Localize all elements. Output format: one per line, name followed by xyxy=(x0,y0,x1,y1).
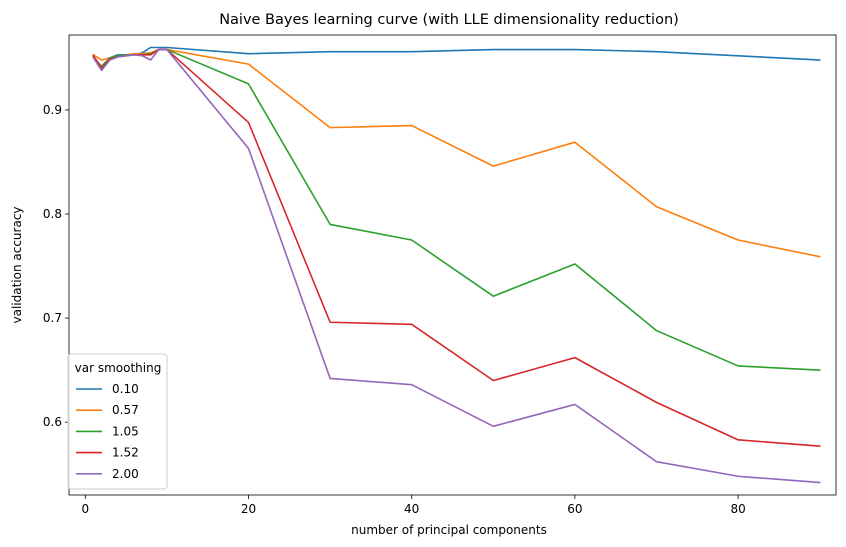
series-lines xyxy=(92,46,821,484)
legend-entry-label: 0.10 xyxy=(112,382,139,396)
legend-box xyxy=(67,353,168,490)
chart-title: Naive Bayes learning curve (with LLE dim… xyxy=(219,12,679,28)
legend-entry-label: 1.52 xyxy=(112,446,139,460)
y-tick-label: 0.9 xyxy=(43,103,62,117)
x-tick-label: 0 xyxy=(81,502,89,516)
y-axis-label: validation accuracy xyxy=(10,206,24,323)
legend: var smoothing 0.10 0.57 1.05 1.52 2.00 xyxy=(67,353,168,490)
x-tick-label: 20 xyxy=(241,502,256,516)
x-tick-label: 80 xyxy=(730,502,745,516)
legend-items: 0.10 0.57 1.05 1.52 2.00 xyxy=(76,382,139,481)
legend-entry-label: 2.00 xyxy=(112,467,139,481)
legend-entry-label: 1.05 xyxy=(112,424,139,438)
x-tick-label: 40 xyxy=(404,502,419,516)
x-tick-label: 60 xyxy=(567,502,582,516)
y-tick-label: 0.8 xyxy=(43,207,62,221)
x-axis: 0 20 40 60 80 xyxy=(81,495,746,516)
y-tick-label: 0.6 xyxy=(43,415,62,429)
y-axis: 0.6 0.7 0.8 0.9 xyxy=(43,103,69,429)
series-line-2-00 xyxy=(92,48,821,484)
x-axis-label: number of principal components xyxy=(351,523,547,537)
series-line-0-10 xyxy=(92,46,821,69)
legend-entry-label: 0.57 xyxy=(112,403,139,417)
legend-title: var smoothing xyxy=(75,361,162,375)
y-tick-label: 0.7 xyxy=(43,311,62,325)
plot-area xyxy=(68,34,837,496)
